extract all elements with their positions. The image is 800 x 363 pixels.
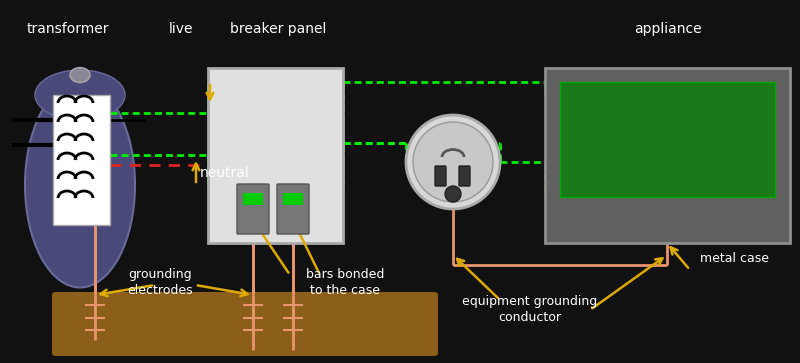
FancyBboxPatch shape	[237, 184, 269, 234]
Text: bars bonded
to the case: bars bonded to the case	[306, 268, 384, 297]
Ellipse shape	[70, 68, 90, 82]
FancyBboxPatch shape	[435, 166, 446, 186]
Text: metal case: metal case	[700, 252, 769, 265]
FancyBboxPatch shape	[459, 166, 470, 186]
Ellipse shape	[35, 70, 125, 120]
Text: transformer: transformer	[26, 22, 110, 36]
Text: grounding
electrodes: grounding electrodes	[127, 268, 193, 297]
FancyBboxPatch shape	[208, 68, 343, 243]
FancyBboxPatch shape	[53, 95, 110, 225]
FancyBboxPatch shape	[243, 193, 263, 205]
Text: neutral: neutral	[200, 166, 250, 180]
FancyBboxPatch shape	[560, 82, 775, 197]
Text: breaker panel: breaker panel	[230, 22, 326, 36]
Text: equipment grounding
conductor: equipment grounding conductor	[462, 295, 598, 324]
Circle shape	[445, 186, 461, 202]
FancyBboxPatch shape	[277, 184, 309, 234]
Ellipse shape	[25, 82, 135, 287]
FancyBboxPatch shape	[52, 292, 438, 356]
Text: electronics: electronics	[622, 131, 712, 149]
Circle shape	[406, 115, 500, 209]
Text: live: live	[169, 22, 194, 36]
Circle shape	[413, 122, 493, 202]
FancyBboxPatch shape	[283, 193, 303, 205]
Text: appliance: appliance	[634, 22, 702, 36]
FancyBboxPatch shape	[545, 68, 790, 243]
